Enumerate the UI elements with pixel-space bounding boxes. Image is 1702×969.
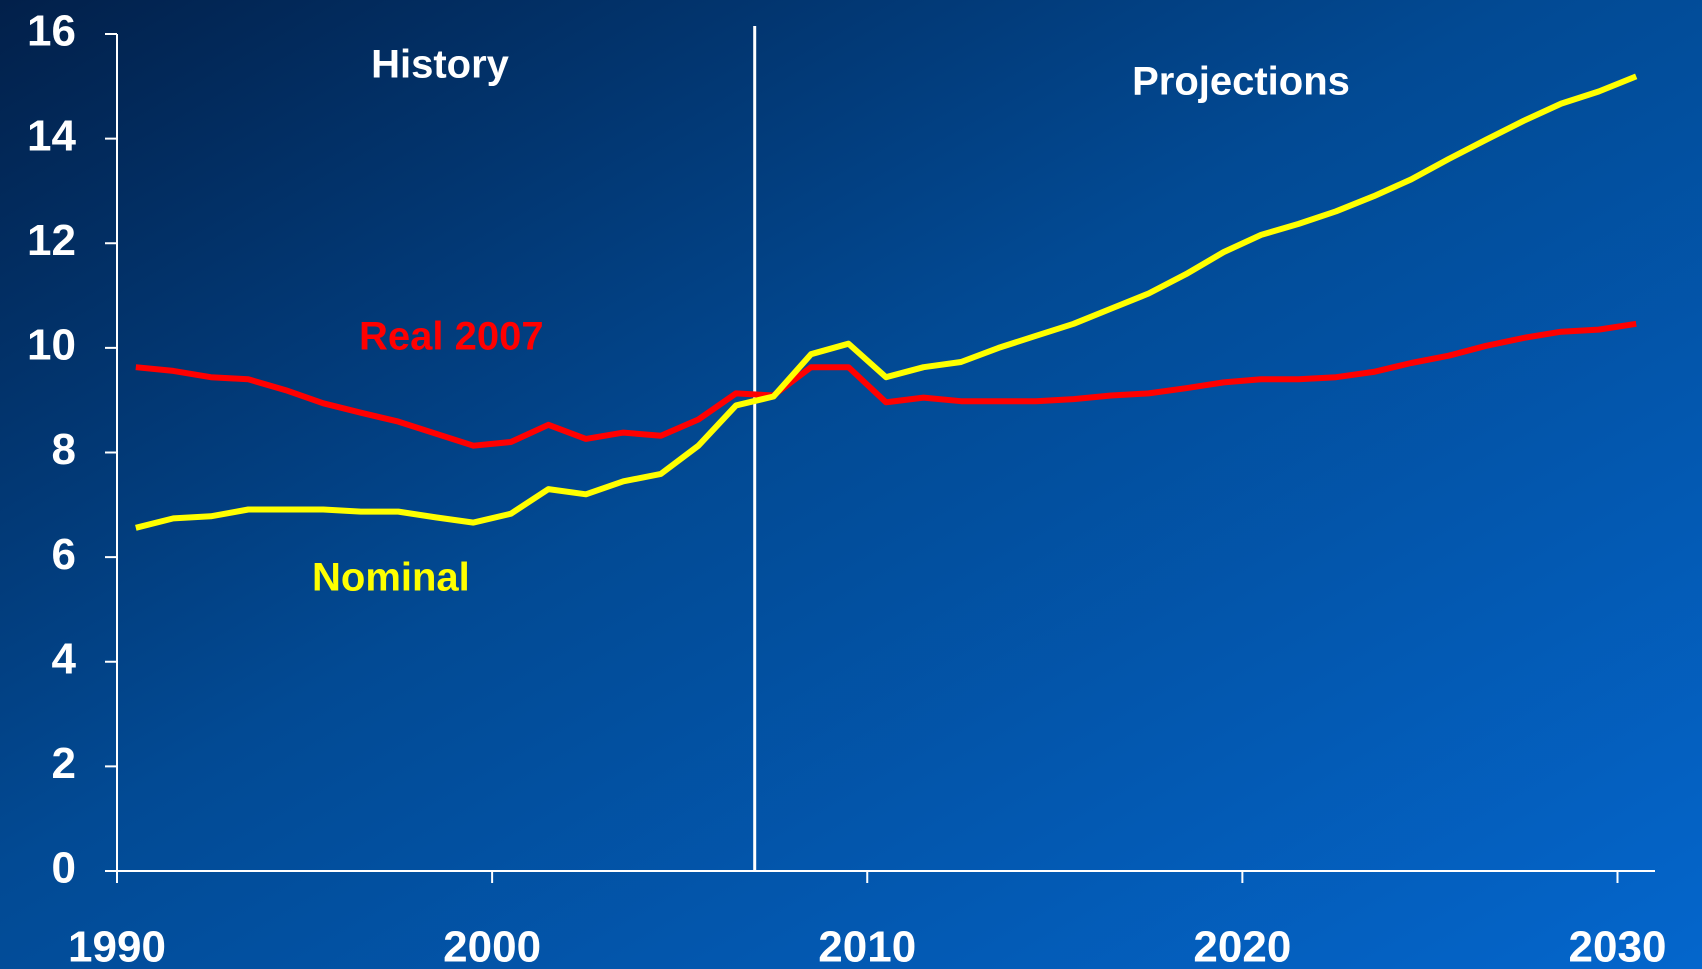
series-line (135, 320, 1637, 449)
y-tick-label: 10 (27, 321, 76, 370)
series-label: Real 2007 (359, 315, 544, 359)
y-tick-label: 14 (27, 111, 76, 160)
y-tick-label: 6 (52, 530, 76, 579)
x-tick-label: 2010 (818, 923, 916, 969)
y-tick-label: 12 (27, 216, 76, 265)
series-line (135, 73, 1638, 531)
y-tick-label: 0 (52, 844, 76, 893)
x-tick-label: 2020 (1193, 923, 1291, 969)
x-tick-label: 2000 (443, 923, 541, 969)
annotation: Projections (1132, 60, 1350, 104)
x-tick-label: 1990 (68, 923, 166, 969)
y-tick-label: 8 (52, 425, 76, 474)
y-tick-label: 16 (27, 7, 76, 56)
x-tick-label: 2030 (1569, 923, 1667, 969)
y-tick-label: 2 (52, 739, 76, 788)
annotation: History (371, 43, 510, 87)
y-tick-label: 4 (52, 634, 77, 683)
series-label: Nominal (312, 556, 470, 600)
